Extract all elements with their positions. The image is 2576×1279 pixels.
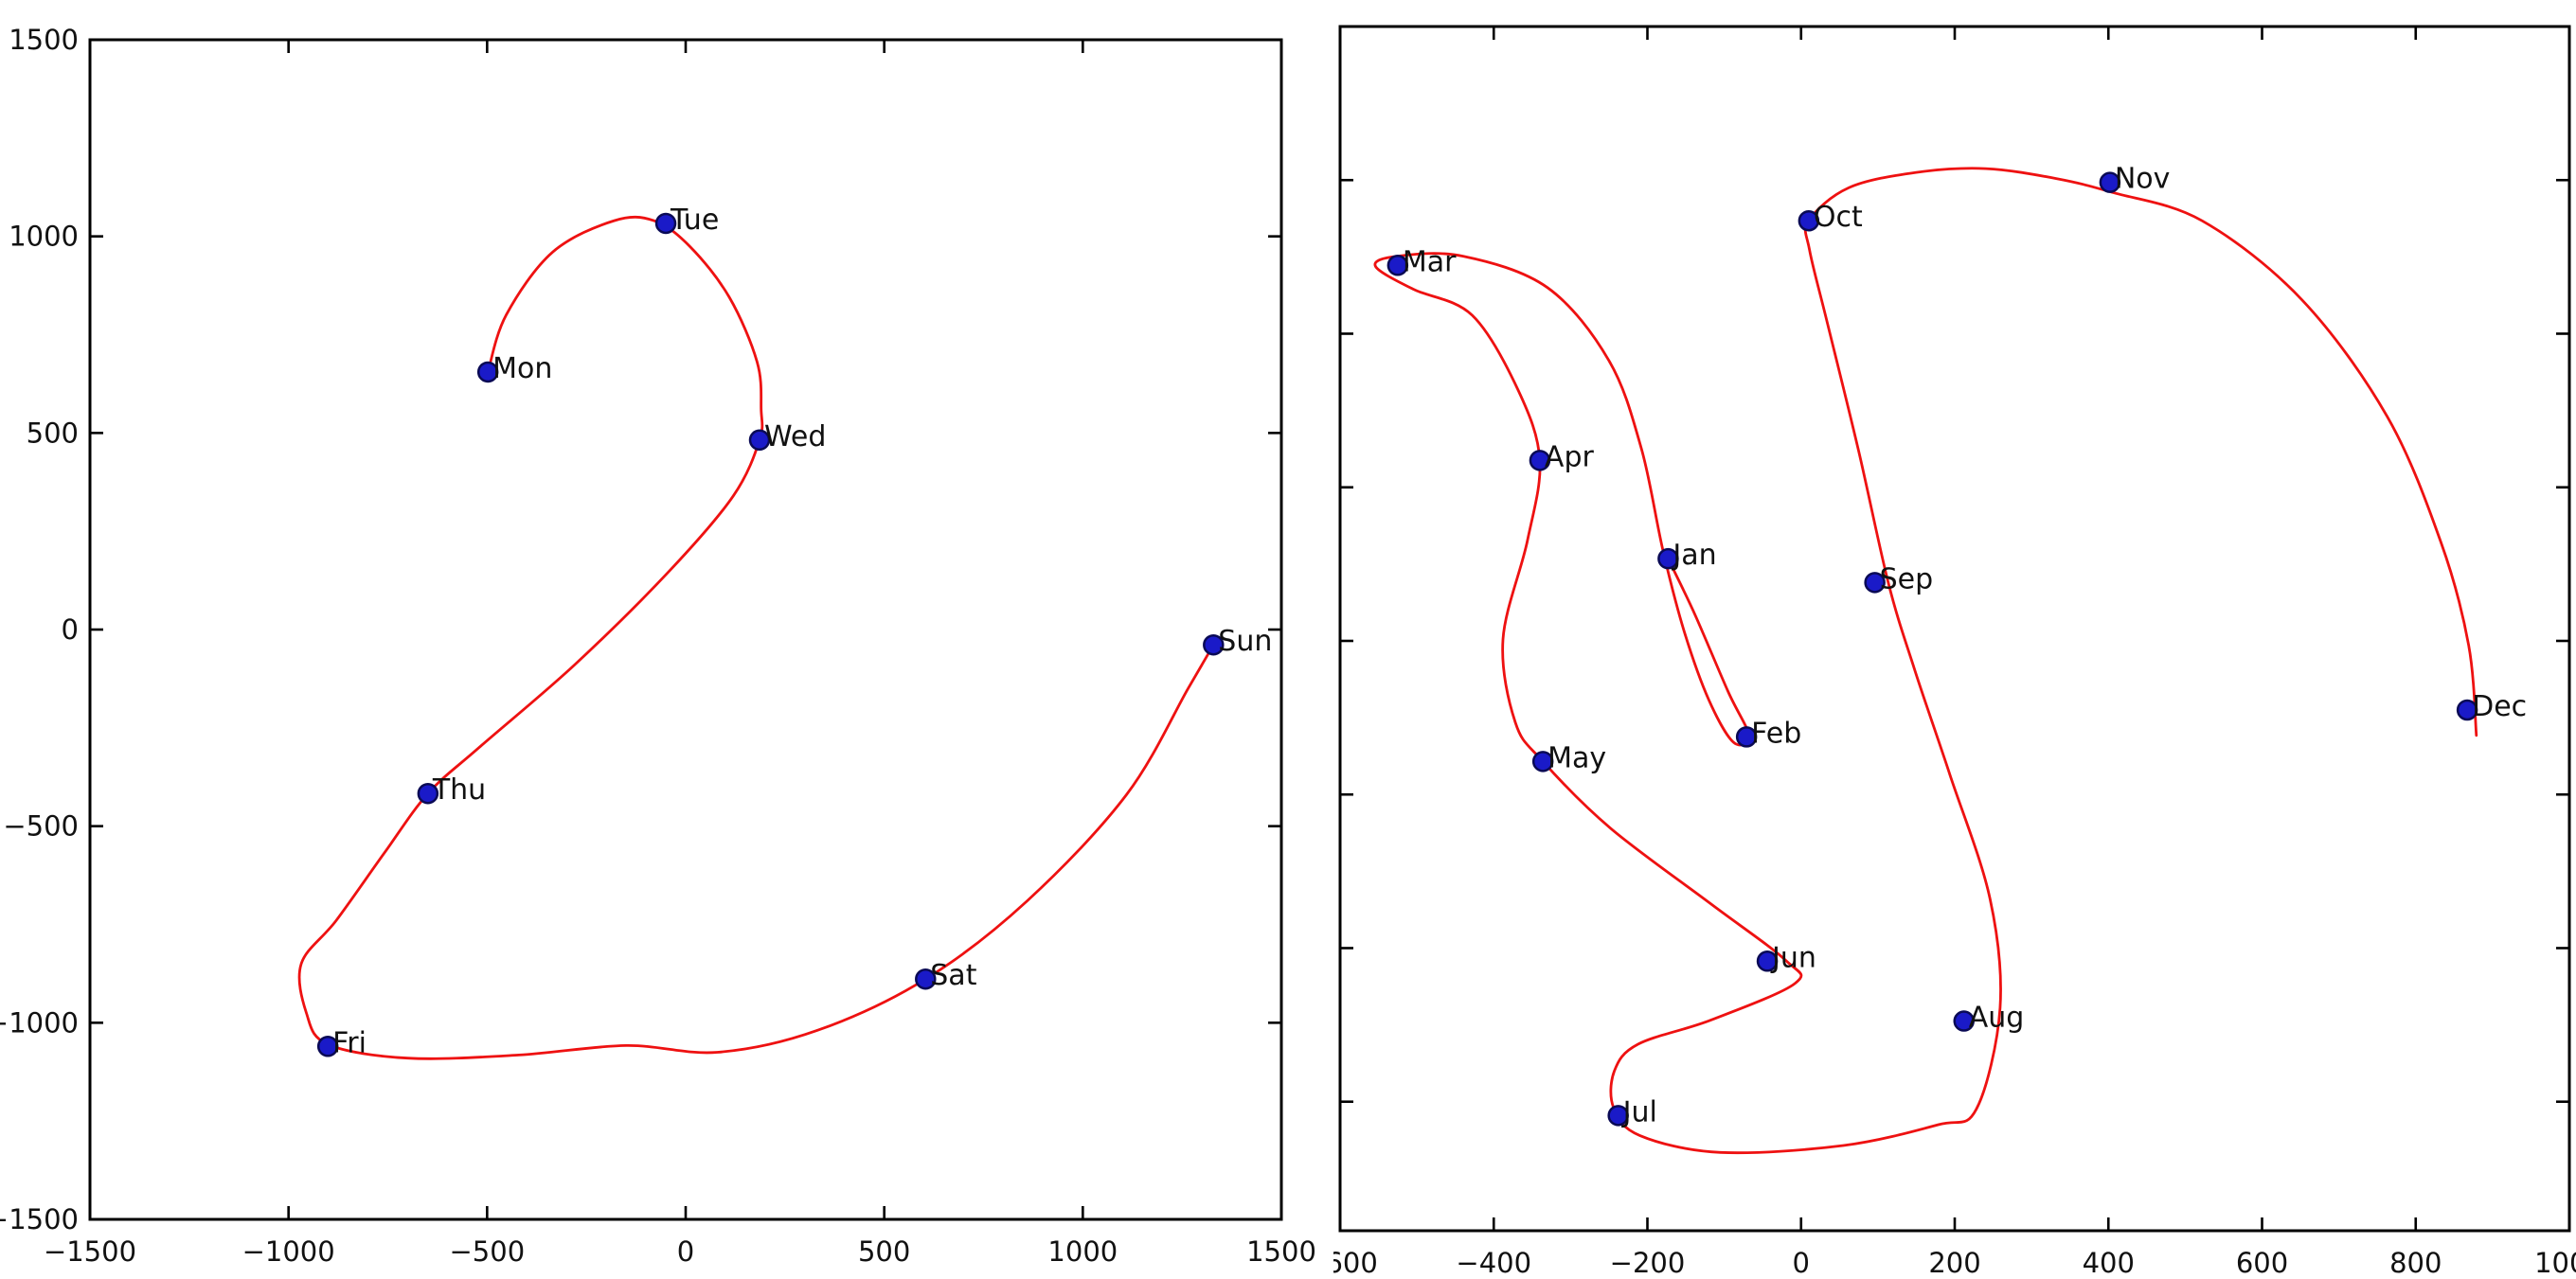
data-point-Oct [1798,209,1820,232]
y-tick-label: 1000 [9,221,79,253]
data-point-Thu [417,782,439,805]
x-tick-label: 1000 [1047,1235,1118,1268]
point-label-Aug: Aug [1969,1002,2025,1035]
x-tick-label: −1000 [242,1235,335,1268]
x-tick-label: 0 [677,1235,694,1268]
data-point-Sep [1864,572,1886,594]
x-tick-label: −600 [1333,1247,1378,1279]
data-point-Mon [476,361,499,383]
data-point-May [1531,751,1554,773]
data-point-Nov [2099,171,2121,193]
point-label-Sun: Sun [1218,625,1272,658]
data-point-Apr [1529,450,1551,471]
data-point-Feb [1735,726,1758,748]
y-tick-label: 0 [62,613,79,646]
point-label-Apr: Apr [1545,440,1595,473]
x-tick-label: 600 [2236,1247,2288,1279]
x-tick-label: −200 [1610,1247,1686,1279]
point-label-Mar: Mar [1403,245,1457,278]
data-point-Wed [748,429,771,452]
point-label-Mon: Mon [492,352,552,385]
month-embedding-panel: −600 −400 −200 0 200 400 600 800 1000 Jan Feb Mar Ap… [1333,0,2576,1279]
point-label-Nov: Nov [2115,163,2171,196]
data-point-Dec [2456,699,2478,721]
weekday-embedding-panel: −1500 −1000 −500 0 500 1000 1500 −1500 −1000 −500… [0,24,1316,1268]
y-tick-label: −1000 [0,1006,79,1039]
point-label-Sep: Sep [1880,562,1934,595]
point-label-May: May [1547,741,1606,774]
point-label-Dec: Dec [2472,690,2527,723]
month-embedding-plot: −600 −400 −200 0 200 400 600 800 1000 Jan Feb Mar Ap… [1333,25,2576,1279]
y-tick-label: −1500 [0,1203,79,1235]
point-label-Thu: Thu [432,773,486,807]
point-label-Feb: Feb [1751,717,1801,750]
point-label-Tue: Tue [670,204,719,237]
point-label-Oct: Oct [1814,201,1863,234]
point-label-Wed: Wed [764,420,826,453]
x-tick-label: 1000 [2534,1247,2576,1279]
trajectory-curve [1373,167,2478,1155]
x-tick-label: 1500 [1246,1235,1316,1268]
data-point-Sat [915,968,937,990]
x-tick-label: 500 [858,1235,910,1268]
data-point-Fri [316,1036,339,1057]
point-label-Jun: Jun [1770,941,1816,974]
data-point-Sun [1203,633,1225,656]
x-tick-label: −500 [450,1235,526,1268]
y-tick-label: −500 [3,810,79,843]
x-tick-label: −400 [1456,1247,1531,1279]
x-tick-label: −1500 [44,1235,136,1268]
y-tick-label: 500 [27,417,79,449]
data-point-Jul [1607,1105,1629,1127]
point-label-Jul: Jul [1621,1095,1657,1128]
x-tick-label: 800 [2389,1247,2442,1279]
axes-frame [1338,25,2571,1233]
x-tick-label: 200 [1928,1247,1980,1279]
data-point-Mar [1386,255,1409,276]
point-label-Sat: Sat [930,959,976,992]
data-point-Tue [654,212,677,235]
point-label-Fri: Fri [332,1026,367,1059]
data-point-Jan [1657,547,1679,570]
data-point-Jun [1756,950,1779,972]
point-label-Jan: Jan [1671,539,1716,572]
trajectory-curve [297,215,1215,1060]
x-tick-label: 400 [2083,1247,2135,1279]
data-point-Aug [1953,1010,1975,1032]
weekday-embedding-plot: −1500 −1000 −500 0 500 1000 1500 −1500 −1000 −500… [0,24,1316,1268]
y-tick-label: 1500 [9,24,79,56]
x-tick-label: 0 [1793,1247,1810,1279]
